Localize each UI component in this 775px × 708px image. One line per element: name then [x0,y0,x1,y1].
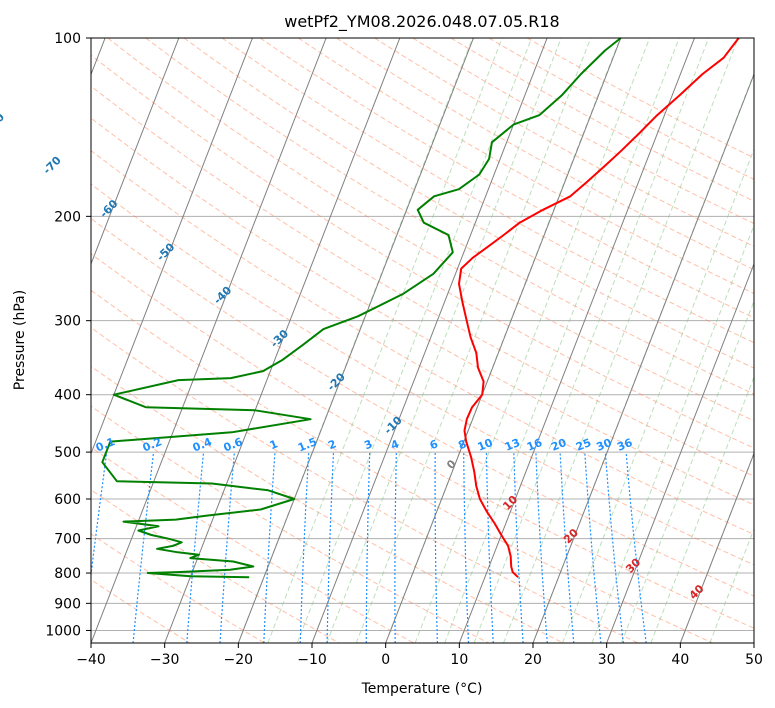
x-tick-label: 30 [598,652,616,668]
x-tick-label: 10 [450,652,468,668]
y-tick-label: 500 [54,445,81,461]
isotherm-label: -70 [41,154,64,177]
x-tick-label: 40 [671,652,689,668]
isotherm-label: -80 [0,110,7,133]
y-axis-title: Pressure (hPa) [12,290,28,390]
chart-title: wetPf2_YM08.2026.048.07.05.R18 [284,12,559,32]
y-tick-label: 600 [54,492,81,508]
y-tick-label: 400 [54,388,81,404]
x-axis-title: Temperature (°C) [361,681,483,697]
y-tick-label: 1000 [45,623,81,639]
x-tick-label: −20 [224,652,254,668]
x-tick-label: −30 [150,652,180,668]
y-tick-label: 200 [54,209,81,225]
isotherm-line [754,38,775,643]
y-tick-label: 900 [54,596,81,612]
x-tick-label: −40 [76,652,106,668]
x-tick-label: 0 [381,652,390,668]
y-tick-label: 700 [54,532,81,548]
y-tick-label: 100 [54,31,81,47]
x-tick-label: −10 [297,652,327,668]
plot-background [91,38,754,643]
y-tick-label: 800 [54,566,81,582]
y-tick-label: 300 [54,314,81,330]
x-tick-label: 50 [745,652,763,668]
x-tick-label: 20 [524,652,542,668]
